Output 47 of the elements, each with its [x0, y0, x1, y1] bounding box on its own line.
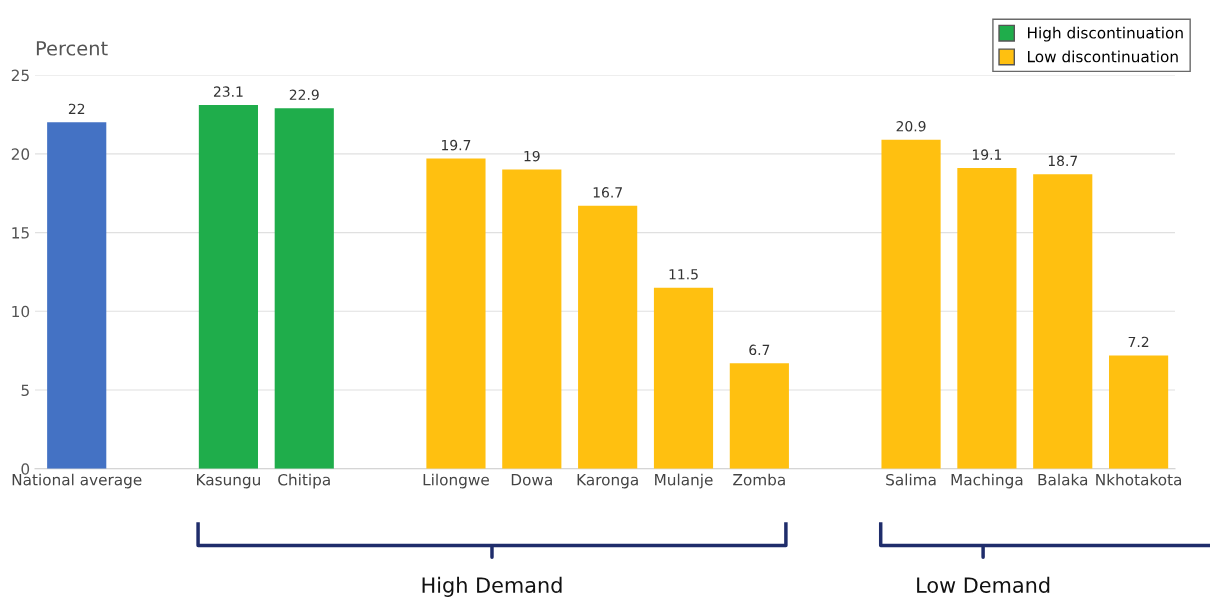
data-label: 19.1 [972, 149, 1002, 160]
x-tick-label: Mulanje [655, 473, 713, 489]
y-tick-label: 0 [21, 463, 30, 475]
data-label: 22 [68, 103, 85, 114]
data-label: 6.7 [749, 344, 770, 356]
legend-label: Low discontinuation [1028, 50, 1178, 63]
y-tick-label: 5 [21, 384, 29, 397]
y-tick-label: 20 [11, 148, 30, 160]
x-tick-label: National average [12, 473, 142, 489]
y-axis-title: Percent [36, 41, 108, 56]
bar [957, 168, 1017, 469]
data-label: 20.9 [896, 120, 926, 132]
bar [47, 122, 107, 469]
bar [881, 139, 941, 469]
x-tick-label: Dowa [511, 474, 552, 486]
x-tick-label: Zomba [733, 473, 785, 486]
y-tick-label: 15 [12, 227, 29, 239]
data-label: 22.9 [289, 89, 319, 100]
data-label: 7.2 [1128, 336, 1149, 348]
bar [1109, 355, 1169, 469]
bar [426, 158, 486, 469]
bar [653, 287, 714, 469]
bar [274, 108, 334, 469]
bar [198, 105, 258, 469]
x-tick-label: Chitipa [278, 473, 330, 489]
y-tick-label: 10 [12, 305, 30, 318]
x-tick-label: Lilongwe [423, 473, 489, 489]
bar [502, 169, 562, 469]
data-label: 18.7 [1048, 155, 1078, 167]
text: Low Demand [917, 576, 1050, 593]
data-label: 11.5 [669, 269, 698, 280]
data-label: 16.7 [593, 187, 622, 198]
bar [1033, 174, 1093, 469]
x-tick-label: Machinga [951, 473, 1023, 489]
x-tick-label: Nkhotakota [1096, 473, 1182, 486]
data-label: 19 [524, 150, 540, 162]
data-label: 23.1 [213, 86, 243, 97]
x-tick-label: Karonga [577, 474, 638, 489]
bar [578, 205, 638, 469]
x-tick-label: Kasungu [197, 474, 260, 489]
bar [729, 363, 789, 469]
y-tick-label: 25 [11, 69, 29, 82]
text: High Demand [422, 576, 562, 597]
x-tick-label: Salima [886, 473, 936, 486]
data-label: 19.7 [442, 139, 471, 151]
x-tick-label: Balaka [1038, 473, 1088, 486]
legend-label: High discontinuation [1028, 26, 1183, 42]
